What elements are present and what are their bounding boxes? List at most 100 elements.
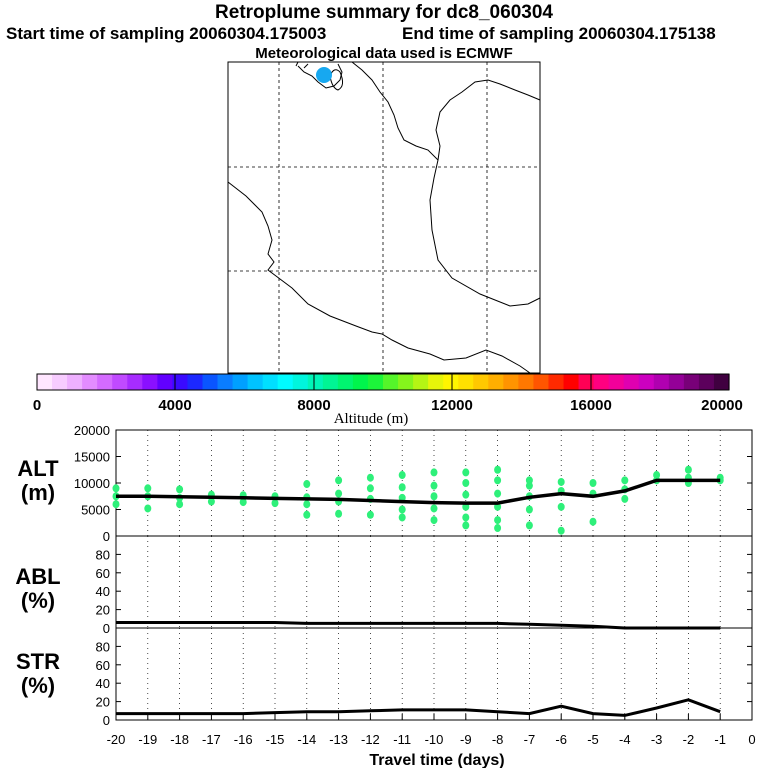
alt-panel: ALT (m) 0 5000 10000 15000 20000 xyxy=(17,423,753,544)
plume-point xyxy=(430,468,438,477)
colorbar-cell xyxy=(443,374,459,390)
str-y-ticks: 0 20 40 60 80 xyxy=(96,639,752,728)
y-tick-label: 10000 xyxy=(74,476,110,491)
colorbar-cell xyxy=(548,374,565,390)
colorbar-tick: 16000 xyxy=(570,397,612,414)
plume-point xyxy=(494,465,502,474)
colorbar-cell xyxy=(52,374,68,390)
map-frame xyxy=(227,61,541,374)
y-tick-label: 20 xyxy=(96,603,110,618)
y-tick-label: 60 xyxy=(96,658,110,673)
plume-point xyxy=(557,502,565,511)
colorbar-tick: 0 xyxy=(33,397,41,414)
plume-point xyxy=(494,516,502,525)
y-tick-label: 0 xyxy=(103,621,110,636)
y-tick-label: 40 xyxy=(96,676,110,691)
y-tick-label: 60 xyxy=(96,566,110,581)
colorbar-ticks: 0 4000 8000 12000 16000 20000 xyxy=(33,397,743,414)
colorbar-frame xyxy=(36,373,730,391)
plume-point xyxy=(494,476,502,485)
colorbar-cell xyxy=(112,374,128,390)
colorbar-cell xyxy=(503,374,519,390)
plume-point xyxy=(366,484,374,493)
abl-panel: ABL (%) 0 20 40 60 80 xyxy=(15,535,753,636)
figure-title: Retroplume summary for dc8_060304 xyxy=(215,2,553,23)
colorbar-cell xyxy=(398,374,414,390)
plume-point xyxy=(207,497,215,506)
colorbar-cell xyxy=(488,374,504,390)
plume-point xyxy=(589,479,597,487)
x-tick-label: -13 xyxy=(329,732,348,747)
plume-point xyxy=(303,500,311,509)
y-tick-label: 80 xyxy=(96,547,110,562)
str-line xyxy=(116,698,721,717)
x-tick-label: -3 xyxy=(651,732,663,747)
colorbar-cell xyxy=(473,374,489,390)
colorbar-cell xyxy=(578,374,595,390)
plume-point xyxy=(176,500,184,509)
y-tick-label: 40 xyxy=(96,584,110,599)
plume-point xyxy=(621,494,629,503)
plume-point xyxy=(525,521,533,530)
plume-point xyxy=(684,465,692,474)
colorbar-cell xyxy=(413,374,429,390)
x-tick-label: -4 xyxy=(619,732,631,747)
x-tick-label: -20 xyxy=(107,732,126,747)
abl-label-bottom: (%) xyxy=(21,588,55,613)
colorbar-cell xyxy=(142,374,158,390)
plume-point xyxy=(239,498,247,507)
colorbar-label: Altitude (m) xyxy=(334,411,409,427)
map xyxy=(227,61,541,374)
y-tick-label: 20 xyxy=(96,695,110,710)
colorbar-cell xyxy=(67,374,83,390)
colorbar-cell xyxy=(533,374,550,390)
plume-point xyxy=(525,481,533,490)
colorbar-dividers xyxy=(174,374,592,390)
y-tick-label: 20000 xyxy=(74,423,110,438)
colorbar-cell xyxy=(367,374,384,390)
colorbar-cell xyxy=(187,374,204,390)
colorbar-tick: 20000 xyxy=(701,397,743,414)
abl-line xyxy=(116,621,721,630)
colorbar-cell xyxy=(307,374,324,390)
plume-point xyxy=(335,476,343,485)
str-label-top: STR xyxy=(16,649,60,674)
plume-point xyxy=(366,510,374,519)
x-tick-label: -19 xyxy=(138,732,157,747)
colorbar-cell xyxy=(563,374,580,390)
y-tick-label: 0 xyxy=(103,529,110,544)
x-tick-label: -16 xyxy=(234,732,253,747)
end-time: End time of sampling 20060304.175138 xyxy=(402,24,716,43)
alt-label-bottom: (m) xyxy=(21,480,55,505)
plume-point xyxy=(462,468,470,477)
plume-point xyxy=(462,502,470,511)
alt-plume-points xyxy=(112,465,724,535)
plume-point xyxy=(303,510,311,519)
colorbar-cell xyxy=(172,374,189,390)
colorbar-cell xyxy=(668,374,685,390)
plume-point xyxy=(621,476,629,485)
colorbar-cell xyxy=(623,374,640,390)
altitude-colorbar: 0 4000 8000 12000 16000 20000 Altitude (… xyxy=(33,373,743,427)
start-time: Start time of sampling 20060304.175003 xyxy=(6,24,327,43)
x-tick-label: -1 xyxy=(714,732,726,747)
plume-point xyxy=(589,517,597,526)
plume-point xyxy=(430,516,438,525)
plume-point xyxy=(462,521,470,530)
plume-point xyxy=(144,484,152,493)
y-tick-label: 0 xyxy=(103,713,110,728)
plume-point xyxy=(144,504,152,513)
plume-point xyxy=(430,481,438,490)
meteo-note: Meteorological data used is ECMWF xyxy=(255,45,513,62)
x-axis-label: Travel time (days) xyxy=(369,752,504,768)
abl-label-top: ABL xyxy=(15,564,60,589)
colorbar-cell xyxy=(593,374,610,390)
colorbar-cell xyxy=(428,374,444,390)
plume-point xyxy=(462,490,470,499)
alt-y-ticks: 0 5000 10000 15000 20000 xyxy=(74,423,752,544)
plume-point xyxy=(430,504,438,513)
colorbar-cells xyxy=(37,374,730,390)
x-tick-label: -8 xyxy=(492,732,504,747)
